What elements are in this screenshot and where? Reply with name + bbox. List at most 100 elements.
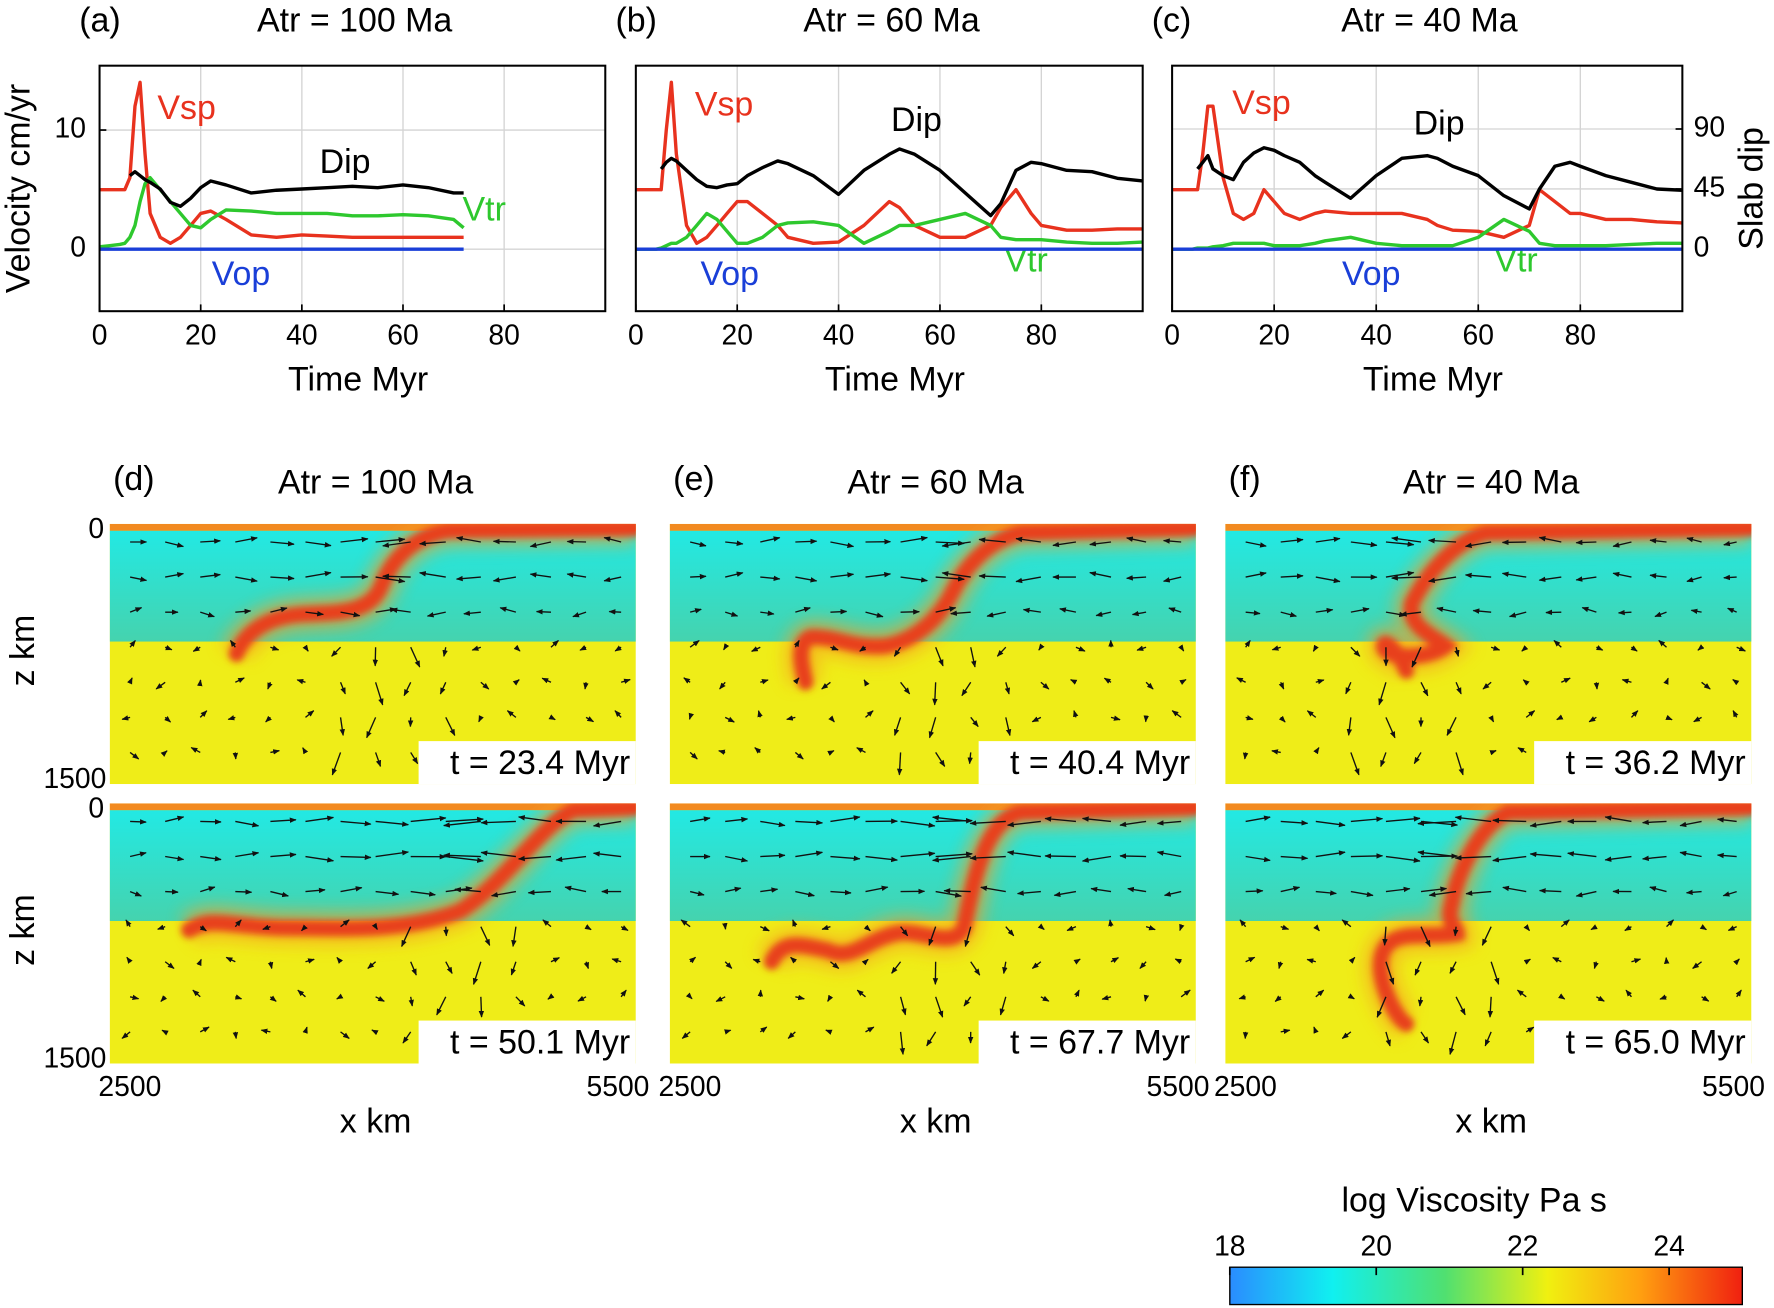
series-label: Dip <box>891 101 942 139</box>
velocity-arrow <box>1631 958 1642 964</box>
velocity-arrow <box>786 715 796 721</box>
velocity-arrow <box>410 890 436 897</box>
velocity-arrow <box>926 1031 937 1047</box>
velocity-arrow <box>130 819 147 825</box>
x-tick-label: 5500 <box>1702 1070 1765 1102</box>
velocity-arrow <box>302 747 309 755</box>
time-box <box>418 1020 636 1064</box>
series-line <box>635 211 1143 251</box>
velocity-arrow <box>725 855 749 863</box>
velocity-arrow <box>1686 576 1702 583</box>
velocity-arrow <box>270 852 297 858</box>
model-panel: t = 65.0 Myr <box>1225 803 1752 1064</box>
velocity-arrow <box>443 820 481 828</box>
velocity-arrow <box>1345 682 1352 695</box>
z-tick-label: 1500 <box>43 1042 106 1074</box>
velocity-arrow <box>1278 715 1286 723</box>
velocity-arrow <box>751 646 761 652</box>
velocity-arrow <box>941 571 971 578</box>
velocity-arrow <box>1523 958 1531 965</box>
velocity-arrow <box>1095 611 1112 617</box>
velocity-arrow <box>1110 715 1121 721</box>
x-tick-label: 0 <box>92 319 108 351</box>
velocity-arrow <box>297 989 306 998</box>
velocity-arrow <box>943 888 971 894</box>
velocity-arrow <box>1641 855 1667 862</box>
velocity-arrow <box>1271 749 1281 755</box>
velocity-arrow <box>529 541 552 548</box>
velocity-arrow <box>1464 572 1492 579</box>
velocity-arrow <box>1521 645 1529 652</box>
velocity-arrow <box>865 1026 875 1033</box>
velocity-arrow <box>1044 853 1076 859</box>
z-axis-label: z km <box>4 894 42 966</box>
velocity-arrow <box>859 645 867 652</box>
velocity-arrow <box>757 710 763 718</box>
velocity-arrow <box>200 572 221 579</box>
velocity-arrow <box>1699 924 1707 931</box>
velocity-arrow <box>1103 677 1112 684</box>
velocity-arrow <box>1465 890 1492 896</box>
velocity-arrow <box>1348 956 1356 964</box>
velocity-arrow <box>1073 710 1079 718</box>
velocity-arrow <box>1306 958 1316 964</box>
velocity-arrow <box>584 924 592 931</box>
velocity-arrow <box>1529 851 1562 858</box>
velocity-arrow <box>830 855 861 862</box>
x-axis-label: Time Myr <box>1363 360 1503 398</box>
velocity-arrow <box>583 682 589 690</box>
velocity-arrow <box>1455 996 1466 1016</box>
velocity-arrow <box>1552 956 1562 963</box>
velocity-arrow <box>1590 924 1598 931</box>
velocity-arrow <box>463 610 481 616</box>
velocity-arrow <box>1558 993 1566 1000</box>
velocity-arrow <box>269 995 277 1002</box>
velocity-arrow <box>517 855 552 862</box>
x-tick-label: 80 <box>488 319 519 351</box>
velocity-arrow <box>583 961 590 970</box>
velocity-arrow <box>267 682 273 690</box>
velocity-arrow <box>1522 679 1530 686</box>
line-chart: (a) Atr = 100 Ma 0 20 40 60 80 0 10 Vsp Vtr Vop Dip T… <box>0 2 607 398</box>
velocity-arrow <box>1280 855 1309 861</box>
velocity-arrow <box>1131 610 1147 617</box>
velocity-arrow <box>1127 886 1147 893</box>
x-tick-label: 60 <box>924 319 955 351</box>
velocity-arrow <box>685 992 693 1000</box>
velocity-arrow <box>1066 925 1077 932</box>
velocity-arrow <box>270 817 297 823</box>
velocity-arrow <box>1523 924 1531 932</box>
z-axis-label: z km <box>4 615 42 687</box>
velocity-arrow <box>305 541 332 548</box>
velocity-arrow <box>1446 717 1457 736</box>
velocity-arrow <box>445 961 453 974</box>
velocity-arrow <box>1315 890 1337 896</box>
velocity-arrow <box>1428 890 1457 898</box>
velocity-arrow <box>1004 682 1011 695</box>
velocity-arrow <box>1245 956 1256 963</box>
x-tick-label: 0 <box>1164 319 1180 351</box>
velocity-arrow <box>1453 926 1459 937</box>
velocity-arrow <box>542 919 552 928</box>
velocity-arrow <box>1171 710 1182 718</box>
velocity-arrow <box>830 541 855 549</box>
velocity-arrow <box>1735 989 1742 998</box>
velocity-arrow <box>724 1029 732 1035</box>
velocity-arrow <box>1665 714 1673 721</box>
velocity-arrow <box>1280 537 1304 543</box>
velocity-arrow <box>1101 994 1112 1001</box>
velocity-arrow <box>963 996 972 1007</box>
velocity-arrow <box>305 958 315 964</box>
velocity-arrow <box>1567 851 1597 858</box>
velocity-arrow <box>235 851 260 858</box>
model-panel: t = 50.1 Myr <box>109 803 636 1064</box>
velocity-arrow <box>715 996 726 1003</box>
x-tick-label: 80 <box>1565 319 1596 351</box>
velocity-arrow <box>1280 611 1297 618</box>
z-tick-label: 1500 <box>43 762 106 794</box>
series-line <box>128 169 464 209</box>
series-label: Vsp <box>695 85 753 123</box>
series-label: Vtr <box>463 191 506 229</box>
series-label: Vop <box>700 255 759 293</box>
velocity-arrow <box>235 536 258 543</box>
